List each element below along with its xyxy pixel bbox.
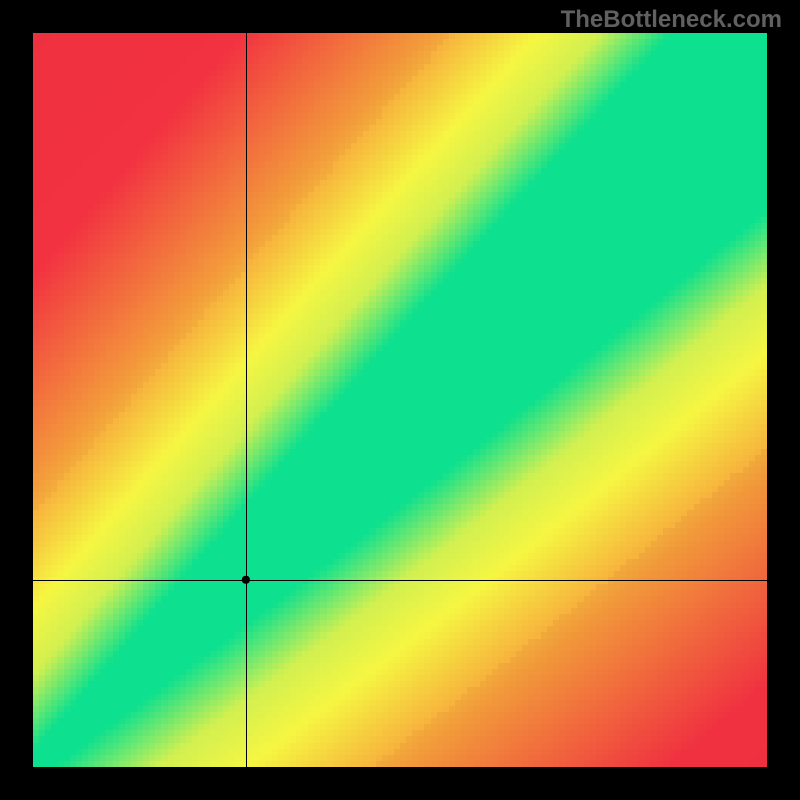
plot-area (33, 33, 767, 767)
chart-container: TheBottleneck.com (0, 0, 800, 800)
watermark-text: TheBottleneck.com (561, 6, 782, 34)
heatmap-canvas (33, 33, 767, 767)
